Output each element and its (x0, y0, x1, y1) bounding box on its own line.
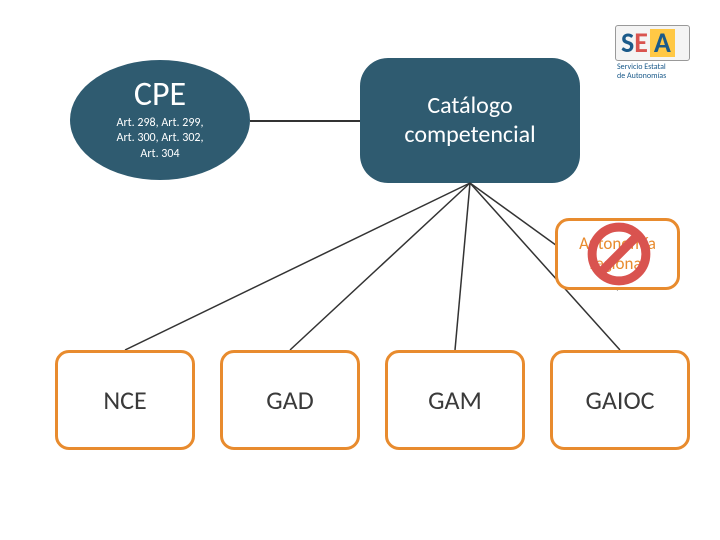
box-gad-label: GAD (266, 384, 313, 416)
box-gaioc-label: GAIOC (585, 384, 654, 416)
prohibit-icon (587, 222, 651, 286)
box-gaioc: GAIOC (550, 350, 690, 450)
box-gad: GAD (220, 350, 360, 450)
box-gam-label: GAM (428, 384, 482, 416)
box-nce-label: NCE (103, 384, 146, 416)
box-nce: NCE (55, 350, 195, 450)
box-gam: GAM (385, 350, 525, 450)
